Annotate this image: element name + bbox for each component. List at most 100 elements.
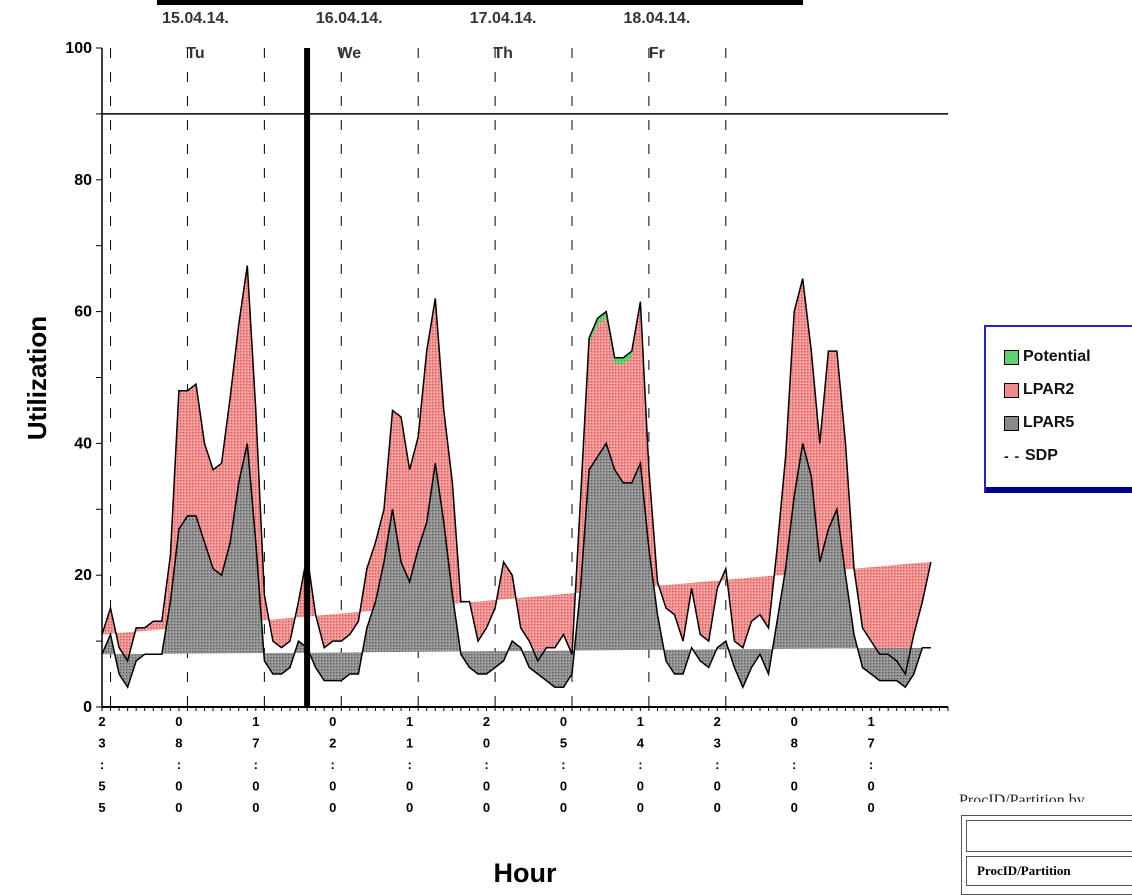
x-tick-char: 2	[329, 736, 336, 751]
x-tick-char: 0	[329, 800, 336, 815]
x-tick-label: 2 0: 0 0	[483, 714, 490, 815]
x-tick-char: :	[331, 757, 335, 772]
x-tick-char: 0	[483, 779, 490, 794]
x-tick-char: 0	[483, 736, 490, 751]
day-date-label: 15.04.14.	[162, 10, 229, 27]
x-tick-char: 0	[406, 800, 413, 815]
x-tick-char: 0	[329, 779, 336, 794]
x-tick-char: 7	[867, 736, 874, 751]
y-tick-label: 80	[74, 172, 92, 189]
x-tick-char: 3	[714, 736, 721, 751]
x-tick-char: 0	[175, 714, 182, 729]
x-tick-char: 1	[252, 714, 259, 729]
axis-layer	[96, 47, 949, 711]
x-tick-char: :	[254, 757, 258, 772]
x-tick-char: 0	[714, 779, 721, 794]
x-tick-label: 1 7: 0 0	[252, 714, 259, 815]
x-tick-char: 0	[791, 714, 798, 729]
legend-item-lpar5: LPAR5	[1004, 413, 1074, 433]
day-date-label: 17.04.14.	[470, 10, 537, 27]
x-tick-char: 0	[637, 779, 644, 794]
legend-item-lpar2: LPAR2	[1004, 380, 1074, 400]
x-tick-char: :	[792, 757, 796, 772]
legend-item-sdp: - - SDP	[1004, 446, 1058, 466]
x-tick-char: 5	[560, 736, 567, 751]
day-labels: 15.04.14. Tu 16.04.14. We 17.04.14. Th 18.04.1…	[162, 10, 690, 62]
x-tick-char: :	[100, 757, 104, 772]
x-tick-char: 0	[560, 714, 567, 729]
x-tick-label: 1 1: 0 0	[406, 714, 413, 815]
x-tick-char: 1	[406, 736, 413, 751]
day-name-label: Fr	[649, 45, 665, 62]
table-header-cell: ProcID/Partition	[966, 856, 1132, 886]
x-tick-label: 2 3: 5 5	[98, 714, 105, 815]
x-tick-char: 0	[637, 800, 644, 815]
x-tick-char: 7	[252, 736, 259, 751]
x-tick-char: :	[177, 757, 181, 772]
x-tick-char: 0	[175, 779, 182, 794]
legend-label: Potential	[1023, 348, 1091, 365]
legend-line-swatch: - -	[1004, 448, 1021, 464]
x-tick-char: 0	[329, 714, 336, 729]
day-name-label: We	[337, 45, 361, 62]
y-axis-title: Utilization	[22, 316, 52, 440]
x-tick-char: 0	[483, 800, 490, 815]
x-tick-char: :	[715, 757, 719, 772]
x-tick-char: 1	[867, 714, 874, 729]
area-layer	[101, 265, 932, 690]
x-tick-char: 0	[406, 779, 413, 794]
x-tick-char: :	[561, 757, 565, 772]
x-tick-char: 5	[98, 800, 105, 815]
series-line-lpar5	[101, 441, 931, 690]
day-name-label: Th	[493, 45, 513, 62]
x-tick-label: 0 8: 0 0	[175, 714, 182, 815]
x-tick-char: 0	[175, 800, 182, 815]
day-date-label: 16.04.14.	[316, 10, 383, 27]
x-axis-title: Hour	[494, 858, 557, 888]
legend-color-swatch	[1004, 382, 1019, 398]
x-tick-char: :	[638, 757, 642, 772]
table-row	[966, 820, 1132, 852]
x-tick-label: 0 5: 0 0	[560, 714, 567, 815]
x-tick-char: 0	[791, 779, 798, 794]
x-tick-char: 4	[637, 736, 645, 751]
x-tick-char: 2	[98, 714, 105, 729]
x-tick-char: 0	[867, 800, 874, 815]
day-date-label: 18.04.14.	[624, 10, 691, 27]
procid-partition-table: ProcID/Partition by ProcID/Partition	[935, 792, 1132, 895]
time-marker	[304, 48, 311, 707]
x-tick-char: 0	[714, 800, 721, 815]
x-tick-label: 2 3: 0 0	[714, 714, 721, 815]
table-frame: ProcID/Partition	[961, 815, 1132, 895]
legend-item-potential: Potential	[1004, 347, 1091, 367]
x-tick-char: 0	[867, 779, 874, 794]
x-tick-char: 0	[791, 800, 798, 815]
x-tick-char: :	[869, 757, 873, 772]
x-tick-char: :	[484, 757, 488, 772]
x-tick-char: 8	[175, 736, 182, 751]
y-tick-label: 100	[65, 40, 92, 57]
x-tick-char: 2	[483, 714, 490, 729]
y-tick-label: 20	[74, 567, 92, 584]
x-tick-char: 2	[714, 714, 721, 729]
legend-color-swatch	[1004, 349, 1019, 365]
top-bar	[157, 0, 803, 5]
overlay-layer	[102, 48, 948, 707]
y-tick-label: 0	[83, 699, 92, 716]
legend-label: LPAR2	[1023, 381, 1075, 398]
day-name-label: Tu	[186, 45, 204, 62]
y-tick-label: 60	[74, 304, 92, 321]
x-tick-label: 0 2: 0 0	[329, 714, 336, 815]
x-tick-char: 8	[791, 736, 798, 751]
x-tick-char: 0	[252, 779, 259, 794]
table-title: ProcID/Partition by	[959, 792, 1085, 802]
x-tick-label: 1 4: 0 0	[637, 714, 645, 815]
x-tick-char: 1	[637, 714, 644, 729]
x-tick-char: :	[407, 757, 411, 772]
x-tick-char: 0	[560, 800, 567, 815]
x-tick-char: 5	[98, 779, 105, 794]
y-tick-label: 40	[74, 435, 92, 452]
chart-legend: Potential LPAR2 LPAR5 - - SDP	[984, 325, 1132, 493]
legend-label: LPAR5	[1023, 414, 1075, 431]
